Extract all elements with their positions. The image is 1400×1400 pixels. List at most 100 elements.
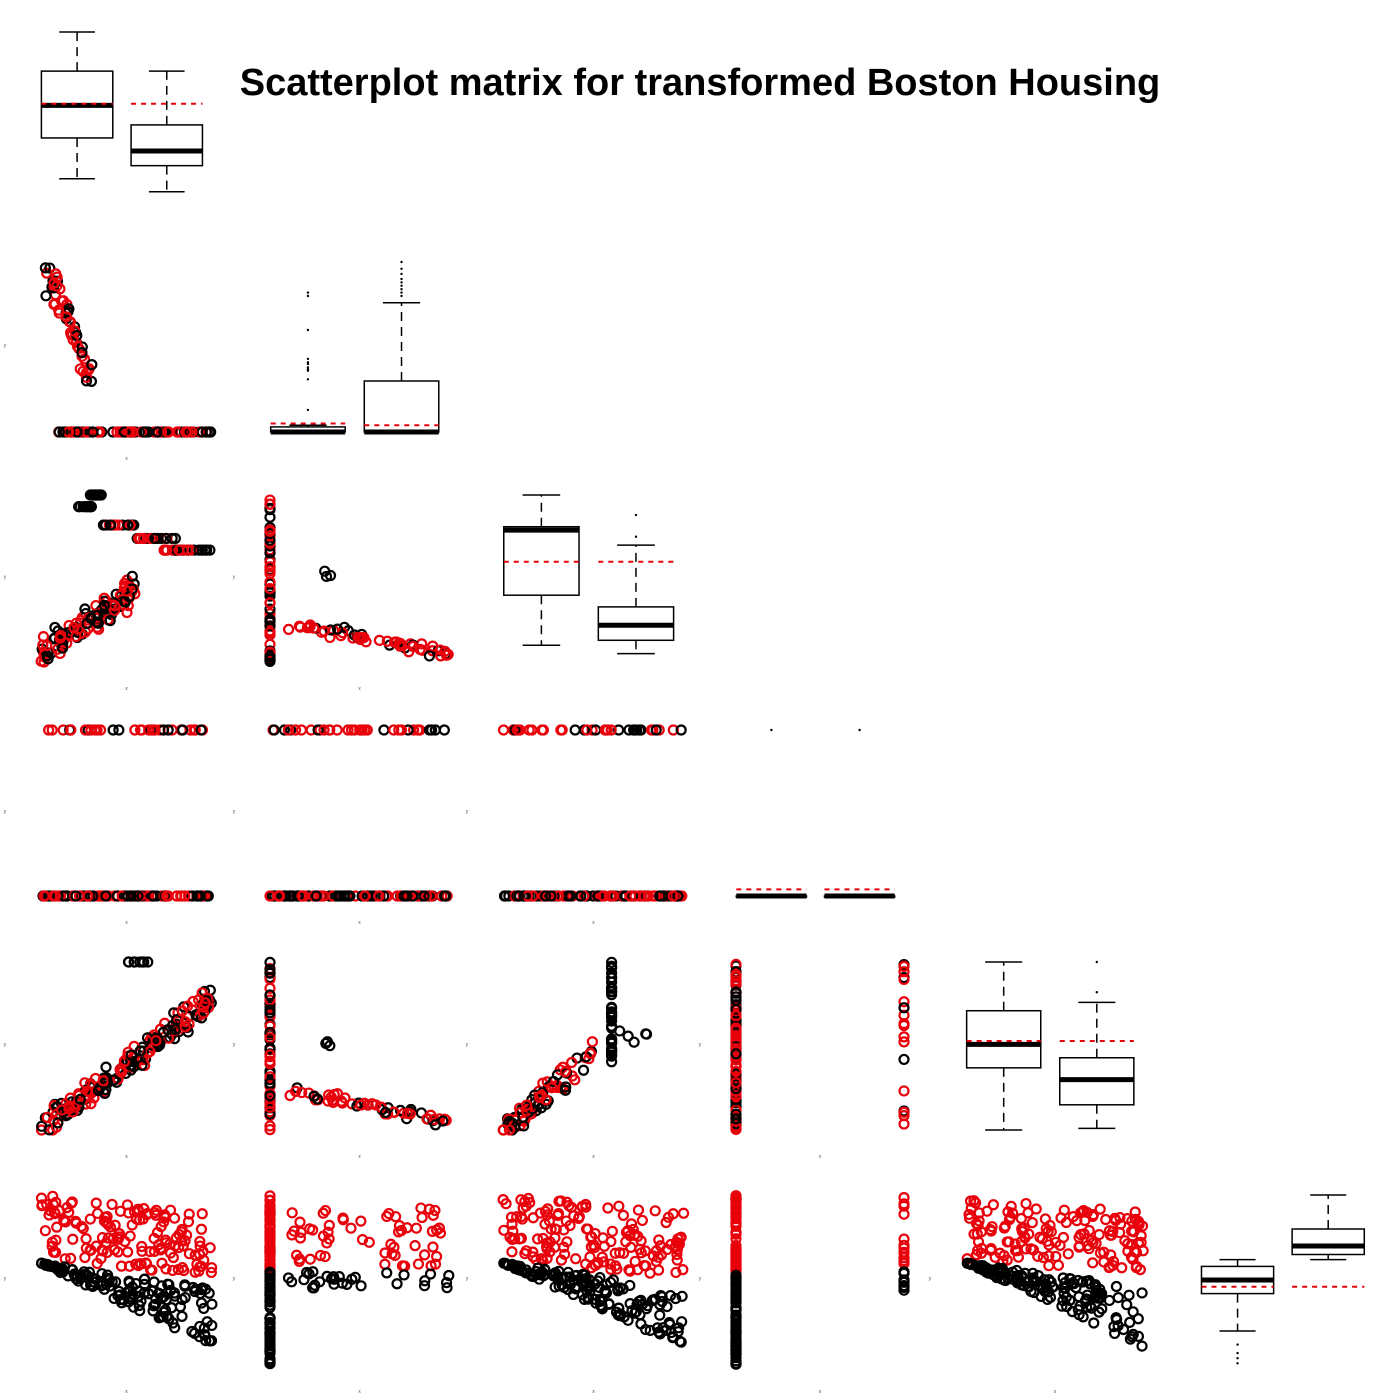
point-group-a <box>176 1310 188 1322</box>
point-group-b <box>552 890 564 902</box>
point-group-b <box>1045 1226 1057 1238</box>
outlier-point <box>306 367 310 371</box>
outlier-point <box>1236 1351 1239 1355</box>
point-group-b <box>205 1266 217 1279</box>
point-group-b <box>617 1209 629 1221</box>
point-group-a <box>579 1269 591 1281</box>
point-group-b <box>81 1085 93 1098</box>
point-group-b <box>667 890 679 902</box>
point-group-b <box>381 635 393 647</box>
point-group-b <box>282 724 294 736</box>
point-group-a <box>107 724 119 736</box>
point-group-a <box>640 1323 652 1336</box>
point-group-a <box>264 1335 276 1347</box>
point-group-b <box>987 1199 999 1211</box>
point-group-b <box>56 1104 68 1116</box>
point-group-b <box>649 1205 661 1217</box>
point-group-a <box>1085 1302 1098 1314</box>
point-group-a <box>898 1053 910 1066</box>
point-group-b <box>64 326 77 339</box>
point-group-b <box>348 724 360 736</box>
point-group-a <box>605 1015 618 1027</box>
x-axis-label: x <box>125 920 128 926</box>
point-group-a <box>72 1275 85 1287</box>
point-group-b <box>60 311 72 323</box>
point-group-a <box>122 890 134 902</box>
point-group-a <box>622 1314 634 1326</box>
point-group-a <box>1088 1317 1100 1329</box>
point-group-b <box>898 1208 910 1220</box>
point-group-b <box>162 426 174 438</box>
point-group-b <box>362 1099 374 1111</box>
point-group-b <box>511 724 523 736</box>
point-group-a <box>206 1319 218 1332</box>
box-group-2 <box>1291 1194 1366 1288</box>
point-group-a <box>624 1297 636 1310</box>
point-group-b <box>84 1213 96 1225</box>
point-group-b <box>1087 1209 1099 1221</box>
point-group-b <box>291 1249 303 1261</box>
point-group-b <box>64 724 77 736</box>
point-group-b <box>354 724 366 736</box>
point-group-b <box>335 1095 348 1107</box>
point-group-b <box>149 724 161 736</box>
point-group-a <box>605 1056 618 1068</box>
point-group-a <box>59 1261 71 1273</box>
point-group-a <box>108 1074 120 1086</box>
point-group-b <box>898 1118 910 1130</box>
point-group-a <box>162 724 174 736</box>
point-group-b <box>1103 1261 1115 1274</box>
point-group-b <box>1020 1243 1032 1255</box>
point-group-a <box>264 1042 276 1054</box>
scatter-panel-r6-c4: xy <box>699 1190 910 1395</box>
point-group-b <box>604 890 616 902</box>
point-group-b <box>506 1246 518 1258</box>
outlier-point <box>306 328 310 332</box>
point-group-a <box>264 1108 276 1120</box>
point-group-a <box>321 1270 333 1282</box>
point-group-b <box>264 1124 276 1136</box>
point-group-a <box>898 1002 910 1014</box>
point-group-a <box>730 1296 742 1308</box>
point-group-b <box>80 1233 92 1245</box>
point-group-a <box>113 724 125 736</box>
point-group-a <box>128 519 140 531</box>
point-group-b <box>301 622 314 634</box>
point-group-b <box>113 1231 125 1243</box>
point-group-b <box>379 1258 391 1270</box>
point-group-a <box>650 724 662 736</box>
y-axis-label: y <box>699 1276 702 1282</box>
point-group-a <box>264 1339 276 1352</box>
point-group-b <box>140 1257 152 1269</box>
point-group-a <box>730 1048 742 1060</box>
point-group-b <box>388 724 400 736</box>
point-group-b <box>1129 1213 1142 1225</box>
point-group-b <box>53 304 65 316</box>
point-group-b <box>898 1106 910 1118</box>
point-group-a <box>391 1278 403 1290</box>
point-group-a <box>138 426 150 438</box>
point-group-a <box>398 1269 410 1281</box>
point-group-a <box>898 1280 910 1292</box>
point-group-b <box>355 1215 367 1227</box>
point-group-b <box>318 724 330 736</box>
point-group-a <box>198 1302 210 1315</box>
point-group-a <box>105 519 117 531</box>
point-group-b <box>1030 1203 1042 1215</box>
outlier-point <box>1095 991 1099 994</box>
point-group-b <box>602 1202 614 1214</box>
point-group-b <box>264 524 276 536</box>
point-group-b <box>383 1207 395 1220</box>
point-group-b <box>149 1207 161 1219</box>
point-group-b <box>730 1090 742 1102</box>
point-group-a <box>614 1308 626 1320</box>
point-group-b <box>655 1249 667 1261</box>
point-group-a <box>418 1280 431 1292</box>
scatter-panel-r2-c1: xy <box>4 262 217 462</box>
point-group-a <box>138 1278 151 1290</box>
point-group-b <box>730 1192 742 1205</box>
point-group-a <box>193 1331 206 1343</box>
point-group-b <box>629 1255 641 1268</box>
point-group-b <box>318 625 330 637</box>
point-group-b <box>79 724 92 736</box>
